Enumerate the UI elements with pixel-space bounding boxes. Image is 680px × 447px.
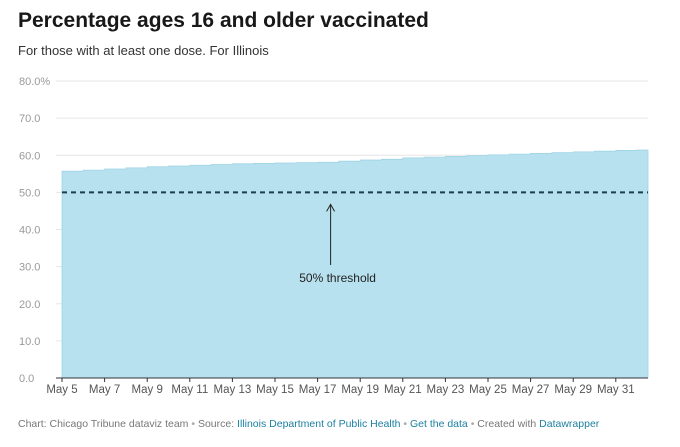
footer: Chart: Chicago Tribune dataviz team • So… [18,418,599,430]
annotation-label: 50% threshold [299,271,376,285]
x-tick-label: May 21 [384,384,422,396]
y-tick-label: 60.0 [19,150,40,162]
area-chart: 0.0 10.0 20.0 30.0 40.0 50.0 60.0 70.0 80.0% May … [0,0,680,447]
x-tick-label: May 23 [427,384,465,396]
x-tick-label: May 25 [469,384,507,396]
y-tick-label: 30.0 [19,262,40,274]
x-tick-label: May 13 [214,384,252,396]
y-tick-label: 10.0 [19,336,40,348]
footer-separator: • [191,418,198,430]
y-tick-label: 70.0 [19,113,40,125]
x-tick-label: May 11 [171,384,208,396]
x-tick-label: May 31 [597,384,635,396]
y-tick-label: 20.0 [19,299,40,311]
x-tick-label: May 29 [554,384,592,396]
x-tick-label: May 27 [512,384,550,396]
footer-source-label: Source: [198,418,234,430]
get-data-link[interactable]: Get the data [410,418,468,430]
x-tick-label: May 15 [256,384,294,396]
source-link[interactable]: Illinois Department of Public Health [237,418,400,430]
footer-created-with: Created with [477,418,536,430]
y-tick-label: 40.0 [19,225,40,237]
x-tick-label: May 9 [132,384,163,396]
x-tick-label: May 19 [341,384,379,396]
x-tick-label: May 5 [46,384,77,396]
footer-credit: Chart: Chicago Tribune dataviz team [18,418,188,430]
y-tick-label: 80.0% [19,76,50,88]
datawrapper-link[interactable]: Datawrapper [539,418,599,430]
footer-separator: • [403,418,410,430]
vaccinated-area [62,150,648,378]
x-tick-label: May 7 [89,384,120,396]
y-tick-label: 50.0 [19,187,40,199]
y-tick-label: 0.0 [19,373,34,385]
x-tick-label: May 17 [299,384,337,396]
